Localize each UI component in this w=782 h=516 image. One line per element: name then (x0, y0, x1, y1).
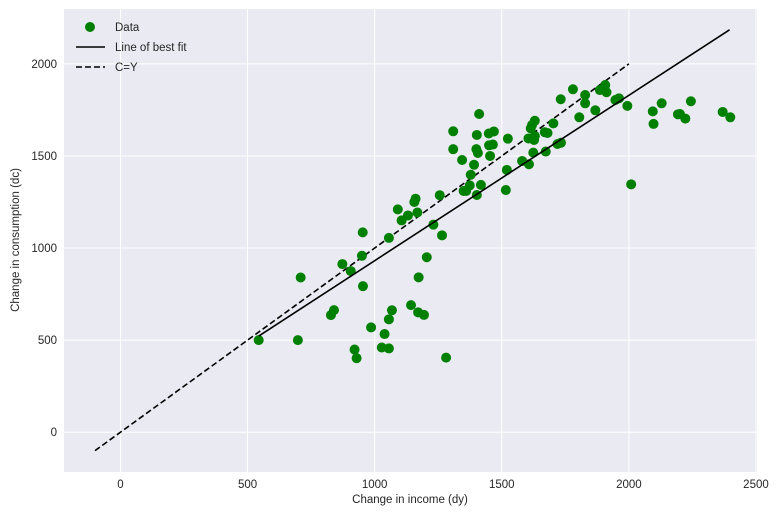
legend-cy-label: C=Y (115, 62, 138, 74)
data-point (413, 272, 424, 283)
x-axis-label: Change in income (dy) (352, 494, 468, 506)
data-point (410, 193, 421, 204)
plot-area (64, 9, 757, 472)
data-point (527, 120, 538, 131)
data-point (580, 98, 591, 109)
x-tick-label: 2000 (616, 479, 642, 491)
x-tick-label: 2500 (743, 479, 769, 491)
data-point (542, 127, 553, 138)
x-tick-label: 500 (238, 479, 257, 491)
data-point (567, 84, 578, 95)
legend: Data Line of best fit C=Y (76, 22, 187, 74)
data-point (412, 207, 423, 218)
data-point (292, 335, 303, 346)
data-point (337, 259, 348, 270)
legend-best-fit-label: Line of best fit (115, 42, 187, 54)
data-point (647, 106, 658, 117)
data-point (680, 113, 691, 124)
y-tick-label: 0 (51, 427, 57, 439)
y-tick-label: 2000 (31, 59, 57, 71)
data-point (626, 179, 637, 190)
data-point (574, 112, 585, 123)
y-axis-ticks: 0 500 1000 1500 2000 (31, 59, 57, 439)
y-tick-label: 1000 (31, 243, 57, 255)
data-point (253, 335, 264, 346)
data-point (648, 118, 659, 129)
data-point (717, 106, 728, 117)
data-point (295, 272, 306, 283)
data-point (465, 169, 476, 180)
data-point (488, 126, 499, 137)
data-point (402, 210, 413, 221)
best-fit-line-segment (258, 29, 730, 337)
data-point (472, 148, 483, 159)
x-tick-label: 1000 (362, 479, 388, 491)
data-point (418, 309, 429, 320)
data-point (500, 185, 511, 196)
data-point (529, 131, 540, 142)
legend-data-label: Data (115, 22, 140, 34)
data-point (448, 126, 459, 137)
data-point (461, 185, 472, 196)
data-point (349, 344, 360, 355)
data-point (437, 230, 448, 241)
data-point (548, 118, 559, 129)
data-point (366, 322, 377, 333)
y-axis-label: Change in consumption (dc) (10, 168, 22, 312)
data-point (487, 139, 498, 150)
data-point (383, 343, 394, 354)
data-point (357, 281, 368, 292)
y-tick-label: 500 (38, 335, 57, 347)
data-point (379, 329, 390, 340)
data-point (441, 352, 452, 363)
data-point (469, 159, 480, 170)
data-point (357, 227, 368, 238)
data-point (457, 155, 468, 166)
x-axis-ticks: 0 500 1000 1500 2000 2500 (117, 479, 769, 491)
data-point (475, 179, 486, 190)
data-point (383, 314, 394, 325)
data-point (328, 305, 339, 316)
data-point (555, 94, 566, 105)
data-point (406, 300, 417, 311)
data-point (485, 150, 496, 161)
data-point (345, 266, 356, 277)
data-point (471, 129, 482, 140)
data-point (383, 232, 394, 243)
x-tick-label: 1500 (489, 479, 515, 491)
data-point (540, 146, 551, 157)
data-point (601, 87, 612, 98)
data-point (392, 204, 403, 215)
best-fit-line (258, 29, 730, 337)
legend-data-marker-icon (85, 22, 95, 32)
data-point (428, 219, 439, 230)
data-point (502, 133, 513, 144)
data-point (725, 112, 736, 123)
grid-lines (64, 9, 757, 472)
data-point (590, 105, 601, 116)
data-point (685, 96, 696, 107)
data-point (656, 98, 667, 109)
data-point (434, 190, 445, 201)
data-point (501, 164, 512, 175)
data-point (448, 144, 459, 155)
y-tick-label: 1500 (31, 151, 57, 163)
data-point (386, 305, 397, 316)
data-point (474, 108, 485, 119)
data-point (351, 353, 362, 364)
data-point (356, 250, 367, 261)
data-point (580, 90, 591, 101)
data-point (421, 252, 432, 263)
x-tick-label: 0 (117, 479, 123, 491)
data-point (622, 100, 633, 111)
